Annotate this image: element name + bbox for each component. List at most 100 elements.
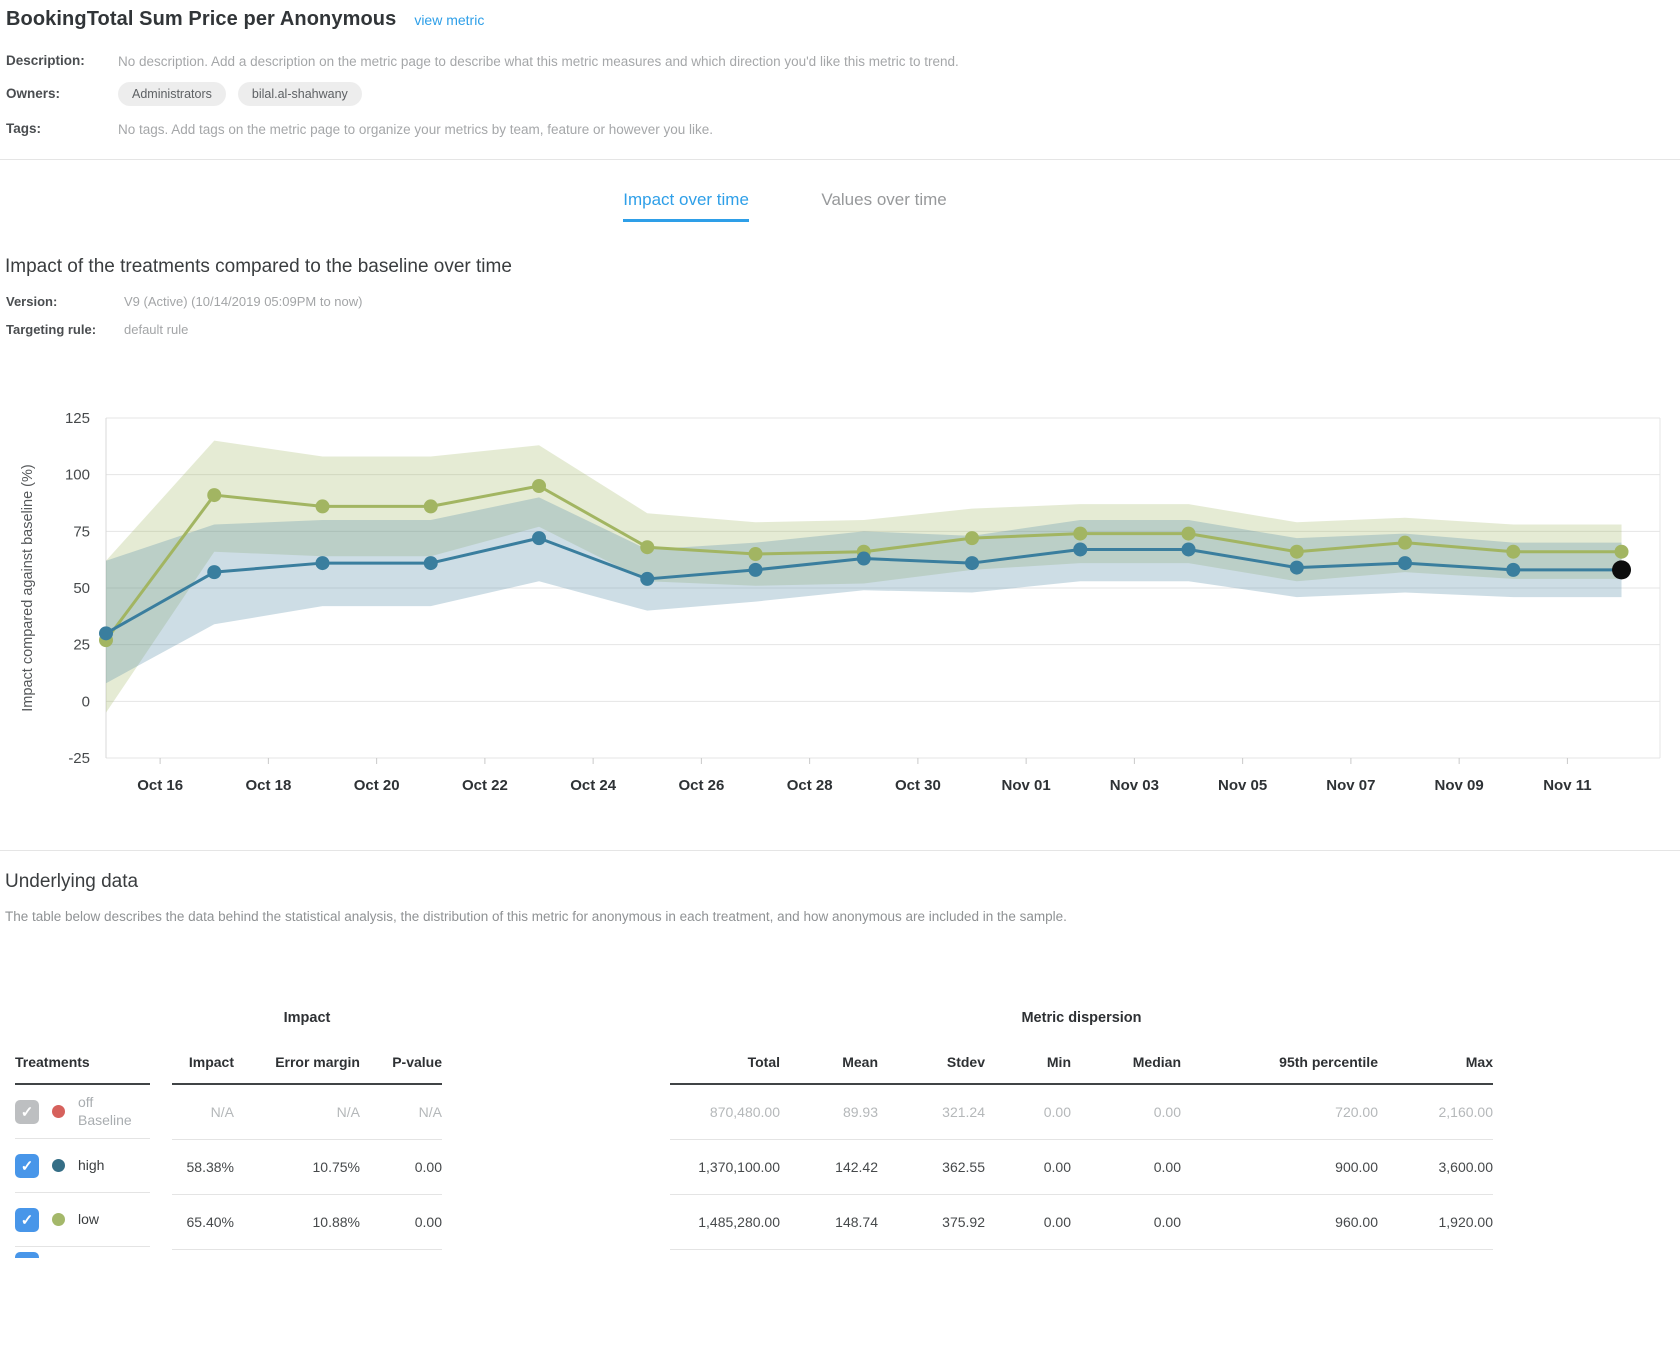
tab-values-over-time[interactable]: Values over time — [821, 190, 947, 210]
treatment-row-off: ✓ off Baseline — [15, 1085, 150, 1140]
impact-cell: 10.88% — [312, 1214, 360, 1231]
high-data-point[interactable] — [1181, 542, 1196, 557]
x-tick-label: Oct 24 — [570, 777, 617, 794]
metric-dispersion-group-header: Metric dispersion — [1021, 1010, 1142, 1027]
dispersion-cell: 148.74 — [835, 1214, 878, 1231]
high-data-point[interactable] — [640, 572, 655, 587]
treatments-group-spacer — [15, 1010, 150, 1030]
treatment-checkbox-high[interactable]: ✓ — [15, 1153, 39, 1178]
impact-column-headers: Impact Error margin P-value — [172, 1054, 442, 1086]
description-label: Description: — [6, 53, 85, 68]
low-data-point[interactable] — [1289, 545, 1304, 560]
impact-values-row-high: 58.38% 10.75% 0.00 — [172, 1140, 442, 1196]
page-header: BookingTotal Sum Price per Anonymous vie… — [0, 0, 1680, 31]
low-data-point[interactable] — [965, 531, 980, 546]
y-tick-label: 125 — [65, 410, 90, 427]
treatment-color-dot-off — [52, 1105, 65, 1119]
impact-cell: 0.00 — [414, 1214, 442, 1231]
dispersion-cell: 960.00 — [1335, 1214, 1378, 1231]
high-data-point[interactable] — [532, 531, 547, 546]
col-header-impact: Impact — [188, 1054, 234, 1071]
col-header-median: Median — [1132, 1054, 1181, 1071]
y-tick-label: -25 — [68, 750, 90, 767]
low-data-point[interactable] — [207, 488, 222, 503]
impact-cell: N/A — [418, 1104, 442, 1121]
owner-badge: bilal.al-shahwany — [237, 82, 362, 107]
dispersion-cell: 3,600.00 — [1438, 1159, 1494, 1176]
low-data-point[interactable] — [1398, 536, 1413, 551]
owners-label: Owners: — [6, 86, 61, 102]
low-data-point[interactable] — [1614, 545, 1629, 560]
impact-columns-block: Impact Impact Error margin P-value N/A N/… — [172, 1010, 442, 1251]
y-tick-label: 50 — [73, 580, 90, 597]
treatments-header: Treatments — [15, 1054, 150, 1086]
treatment-checkbox-off[interactable]: ✓ — [15, 1099, 39, 1124]
low-data-point[interactable] — [315, 499, 330, 514]
high-data-point[interactable] — [1289, 561, 1304, 576]
impact-cell: 10.75% — [312, 1159, 360, 1176]
impact-section-heading: Impact of the treatments compared to the… — [5, 256, 512, 278]
low-data-point[interactable] — [1073, 527, 1088, 542]
high-data-point[interactable] — [99, 626, 113, 641]
owners-row: Owners: Administrators bilal.al-shahwany — [6, 82, 1680, 107]
high-data-point[interactable] — [965, 556, 980, 571]
treatment-color-dot-high — [52, 1159, 65, 1173]
treatment-sublabel: Baseline — [78, 1111, 132, 1128]
low-data-point[interactable] — [1181, 527, 1196, 542]
high-data-point[interactable] — [1073, 542, 1088, 557]
description-value: No description. Add a description on the… — [118, 54, 959, 69]
underlying-data-description: The table below describes the data behin… — [5, 909, 1067, 925]
x-tick-label: Oct 28 — [787, 777, 833, 794]
col-header-mean: Mean — [842, 1054, 878, 1071]
treatment-label-high: high — [78, 1157, 105, 1174]
x-tick-label: Oct 16 — [137, 777, 183, 794]
high-data-point[interactable] — [856, 551, 871, 566]
dispersion-cell: 900.00 — [1335, 1159, 1378, 1176]
dispersion-cell: 89.93 — [842, 1104, 878, 1121]
y-tick-label: 75 — [73, 524, 90, 541]
treatment-checkbox-partial[interactable]: ✓ — [15, 1252, 39, 1259]
x-tick-label: Nov 05 — [1218, 777, 1267, 794]
dispersion-values-row-low: 1,485,280.00 148.74 375.92 0.00 0.00 960.00 1,… — [670, 1195, 1493, 1251]
targeting-rule-row: Targeting rule: default rule — [6, 322, 1680, 337]
treatment-checkbox-low[interactable]: ✓ — [15, 1207, 39, 1232]
x-tick-label: Oct 30 — [895, 777, 941, 794]
tab-impact-over-time[interactable]: Impact over time — [623, 190, 749, 223]
impact-cell: N/A — [210, 1104, 234, 1121]
high-data-point[interactable] — [423, 556, 438, 571]
treatment-label-off: off Baseline — [78, 1094, 132, 1128]
impact-over-time-chart: 125 100 75 50 25 0 -25 Oct 16 Oct 18 Oct 20 Oct 22… — [20, 410, 1661, 794]
targeting-rule-label: Targeting rule: — [6, 322, 97, 338]
high-data-point[interactable] — [315, 556, 330, 571]
version-label: Version: — [6, 294, 58, 310]
low-data-point[interactable] — [532, 479, 547, 494]
low-data-point[interactable] — [640, 540, 655, 555]
header-divider — [0, 159, 1680, 161]
x-tick-label: Nov 03 — [1110, 777, 1159, 794]
dispersion-cell: 870,480.00 — [709, 1104, 780, 1121]
impact-values-row-low: 65.40% 10.88% 0.00 — [172, 1195, 442, 1251]
x-tick-label: Nov 07 — [1326, 777, 1375, 794]
high-data-point[interactable] — [207, 565, 222, 580]
view-metric-link[interactable]: view metric — [414, 12, 485, 28]
version-row: Version: V9 (Active) (10/14/2019 05:09PM… — [6, 294, 1680, 309]
owner-badges: Administrators bilal.al-shahwany — [118, 82, 362, 107]
dispersion-cell: 375.92 — [942, 1214, 985, 1231]
selected-data-point[interactable] — [1612, 560, 1632, 580]
dispersion-cell: 321.24 — [942, 1104, 985, 1121]
low-data-point[interactable] — [1506, 545, 1521, 560]
low-data-point[interactable] — [423, 499, 438, 514]
impact-chart-container: 125 100 75 50 25 0 -25 Oct 16 Oct 18 Oct 20 Oct 22… — [6, 363, 1680, 830]
version-meta: Version: V9 (Active) (10/14/2019 05:09PM… — [6, 294, 1680, 337]
tags-value: No tags. Add tags on the metric page to … — [118, 122, 714, 138]
x-tick-label: Oct 22 — [462, 777, 508, 794]
high-data-point[interactable] — [1398, 556, 1413, 571]
low-data-point[interactable] — [748, 547, 763, 562]
high-data-point[interactable] — [1506, 563, 1521, 578]
high-data-point[interactable] — [748, 563, 763, 578]
impact-cell: 0.00 — [414, 1159, 442, 1176]
page-title: BookingTotal Sum Price per Anonymous — [6, 8, 397, 30]
col-header-min: Min — [1046, 1054, 1071, 1071]
